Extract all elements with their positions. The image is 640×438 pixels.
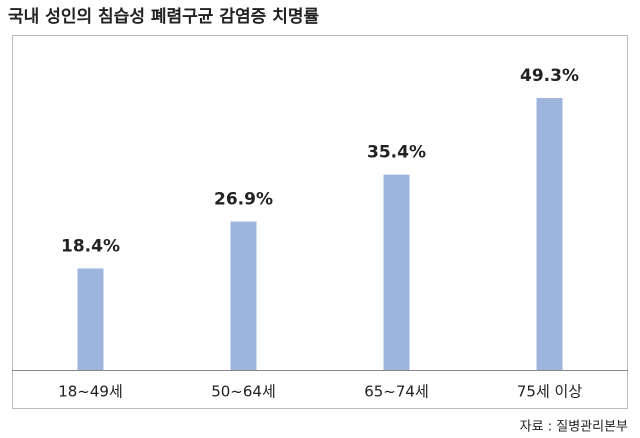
frame: [12, 35, 628, 409]
value-label: 35.4%: [367, 143, 426, 163]
x-tick-label: 65~74세: [364, 383, 429, 401]
chart-title: 국내 성인의 침습성 폐렴구균 감염증 치명률: [8, 6, 319, 27]
x-tick-label: 50~64세: [211, 383, 276, 401]
bar: [383, 174, 410, 370]
bar: [230, 221, 257, 370]
x-tick-label: 18~49세: [58, 383, 123, 401]
value-label: 18.4%: [61, 236, 120, 256]
source: 자료 : 질병관리본부: [520, 420, 628, 435]
bar: [536, 98, 563, 370]
value-label: 49.3%: [520, 66, 579, 86]
x-tick-label: 75세 이상: [517, 383, 582, 401]
bar: [77, 268, 104, 370]
value-label: 26.9%: [214, 190, 273, 210]
